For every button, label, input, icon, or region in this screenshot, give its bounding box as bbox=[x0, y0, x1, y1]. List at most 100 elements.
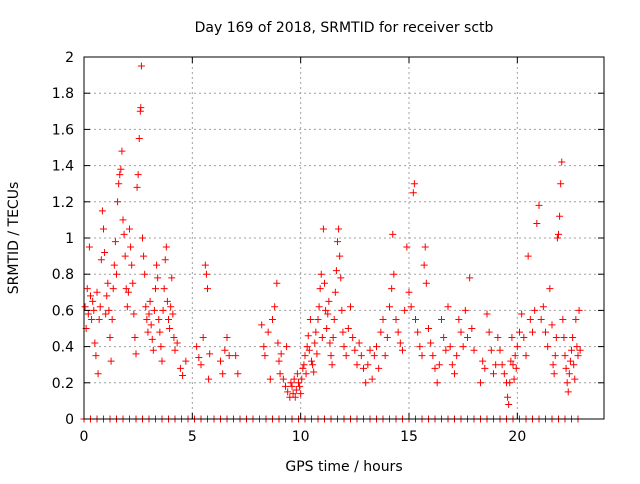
data-point bbox=[559, 315, 567, 323]
data-point bbox=[94, 370, 102, 378]
data-point bbox=[219, 370, 227, 378]
data-point bbox=[368, 375, 376, 383]
data-point bbox=[498, 361, 506, 369]
x-tick-label: 20 bbox=[508, 429, 526, 445]
data-point bbox=[389, 230, 397, 238]
data-point bbox=[420, 261, 428, 269]
data-point bbox=[551, 352, 559, 360]
data-point bbox=[170, 334, 178, 342]
data-point bbox=[145, 310, 153, 318]
data-point bbox=[154, 274, 162, 282]
y-tick-label: 1.6 bbox=[52, 122, 74, 138]
data-point bbox=[140, 252, 148, 260]
data-point bbox=[204, 285, 211, 293]
data-point bbox=[260, 343, 268, 351]
data-point bbox=[167, 303, 175, 311]
data-point bbox=[139, 234, 146, 242]
data-point bbox=[494, 334, 502, 342]
data-point bbox=[487, 346, 495, 354]
data-point bbox=[101, 248, 109, 256]
data-point bbox=[205, 375, 213, 383]
data-point bbox=[288, 382, 296, 390]
data-point bbox=[155, 315, 163, 323]
data-point bbox=[529, 328, 536, 336]
x-tick-label: 5 bbox=[188, 429, 197, 445]
data-point bbox=[461, 306, 469, 314]
data-point bbox=[311, 339, 319, 347]
data-point bbox=[339, 328, 347, 336]
data-point bbox=[453, 352, 461, 360]
data-point bbox=[535, 201, 543, 209]
data-point bbox=[126, 225, 133, 233]
data-point bbox=[258, 321, 266, 329]
data-point bbox=[206, 350, 214, 358]
data-point bbox=[507, 357, 515, 365]
data-point bbox=[338, 306, 346, 314]
data-point bbox=[548, 321, 556, 329]
data-point bbox=[291, 393, 299, 401]
data-point bbox=[490, 370, 497, 378]
data-point bbox=[479, 357, 487, 365]
data-point bbox=[87, 292, 94, 300]
data-point bbox=[111, 238, 119, 246]
data-point bbox=[557, 180, 565, 188]
data-point bbox=[565, 370, 573, 378]
data-point bbox=[485, 328, 493, 336]
data-point bbox=[516, 328, 523, 336]
data-point bbox=[143, 315, 151, 323]
data-point bbox=[137, 104, 145, 112]
data-point bbox=[113, 270, 120, 278]
data-point bbox=[302, 370, 310, 378]
data-point bbox=[506, 379, 514, 387]
data-point bbox=[392, 315, 400, 323]
data-point bbox=[141, 270, 149, 278]
data-point bbox=[158, 357, 166, 365]
data-point bbox=[277, 350, 285, 358]
data-point bbox=[555, 230, 562, 238]
data-point bbox=[121, 252, 129, 260]
data-point bbox=[110, 261, 118, 269]
data-point bbox=[283, 343, 291, 351]
data-point bbox=[144, 328, 152, 336]
data-point bbox=[324, 310, 332, 318]
data-point bbox=[275, 357, 283, 365]
data-point bbox=[279, 375, 287, 383]
data-point bbox=[433, 379, 441, 387]
data-point bbox=[132, 350, 140, 358]
data-point bbox=[326, 339, 334, 347]
data-point bbox=[377, 328, 385, 336]
data-point bbox=[271, 303, 279, 311]
data-point bbox=[375, 364, 383, 372]
data-point bbox=[134, 171, 142, 179]
data-point bbox=[457, 328, 465, 336]
data-point bbox=[296, 382, 304, 390]
data-point bbox=[566, 357, 574, 365]
data-point bbox=[91, 339, 99, 347]
data-point bbox=[328, 361, 336, 369]
data-point bbox=[360, 364, 367, 372]
data-point bbox=[299, 364, 307, 372]
data-point bbox=[156, 328, 164, 336]
y-tick-label: 1.2 bbox=[52, 195, 74, 211]
data-point bbox=[383, 334, 391, 342]
data-point bbox=[160, 285, 168, 293]
data-point bbox=[396, 339, 404, 347]
data-point bbox=[284, 388, 292, 396]
data-point bbox=[481, 364, 489, 372]
data-point bbox=[544, 343, 552, 351]
data-point bbox=[504, 393, 512, 401]
y-tick-label: 1.4 bbox=[52, 159, 74, 175]
data-point bbox=[347, 303, 354, 311]
data-point bbox=[390, 270, 398, 278]
data-point bbox=[81, 303, 89, 311]
data-point bbox=[442, 346, 450, 354]
data-point bbox=[171, 346, 179, 354]
data-point bbox=[297, 390, 305, 398]
data-point bbox=[119, 216, 127, 224]
data-point bbox=[332, 267, 340, 275]
y-tick-label: 0.4 bbox=[52, 340, 74, 356]
data-point bbox=[319, 225, 327, 233]
data-point bbox=[370, 352, 378, 360]
data-point bbox=[564, 388, 572, 396]
